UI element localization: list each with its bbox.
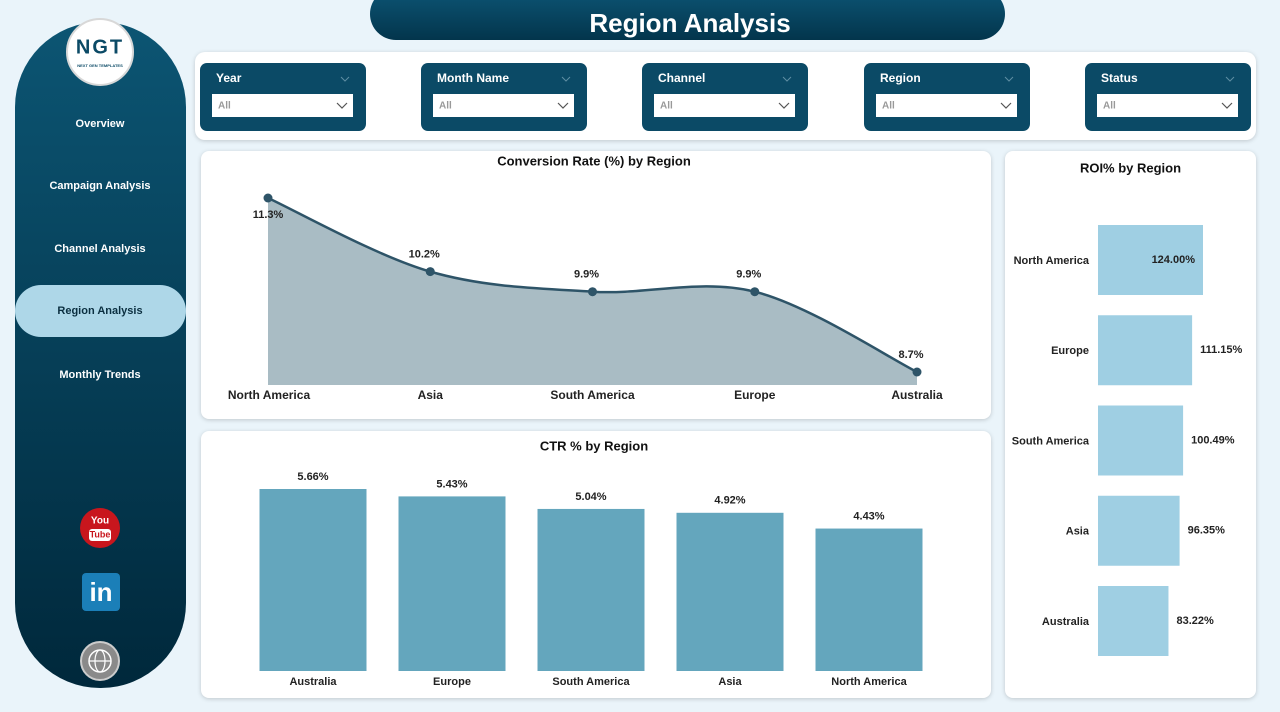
filter-dropdown[interactable] (212, 94, 353, 117)
nav-item[interactable]: Monthly Trends (59, 369, 140, 381)
filter-dropdown[interactable] (654, 94, 795, 117)
data-label: 96.35% (1188, 525, 1226, 537)
x-tick-label: Asia (718, 676, 742, 688)
data-label: 5.04% (575, 491, 606, 503)
nav-item[interactable]: Campaign Analysis (49, 180, 150, 192)
logo-subtitle: NEXT GEN TEMPLATES (77, 63, 123, 68)
filter-caret (1225, 76, 1235, 82)
youtube-text: You (91, 516, 109, 527)
data-label: 4.92% (714, 495, 745, 507)
bar (537, 508, 645, 671)
data-label: 5.66% (297, 471, 328, 483)
data-label: 10.2% (409, 249, 440, 261)
filter-value: All (439, 101, 452, 112)
bar (1098, 586, 1169, 656)
filter-dropdown[interactable] (876, 94, 1017, 117)
x-tick-label: North America (831, 676, 907, 688)
page-title: Region Analysis (589, 8, 790, 38)
data-label: 9.9% (736, 269, 761, 281)
nav: Overview Campaign Analysis Channel Analysi… (15, 118, 186, 381)
data-label: 4.43% (853, 510, 884, 522)
data-label: 8.7% (898, 349, 923, 361)
x-tick-label: Australia (289, 676, 337, 688)
area (268, 198, 917, 385)
filter-caret (561, 76, 571, 82)
point (750, 287, 760, 297)
point (588, 287, 597, 297)
filter-dropdown[interactable] (433, 94, 574, 117)
y-tick-label: Europe (1051, 345, 1089, 357)
x-tick-label: Asia (418, 388, 444, 402)
x-tick-label: South America (550, 388, 635, 402)
y-tick-label: North America (1014, 255, 1090, 267)
header-bar (370, 0, 1005, 40)
data-label: 100.49% (1191, 434, 1235, 446)
filter-value: All (1103, 101, 1116, 112)
x-tick-label: Australia (891, 388, 943, 402)
filter-dropdown[interactable] (1097, 94, 1238, 117)
data-label: 111.15% (1200, 344, 1242, 356)
x-tick-label: Europe (734, 388, 776, 402)
dropdown-caret (1000, 102, 1012, 109)
linkedin-text: in (89, 577, 112, 607)
filters: Year All Month Name All Channel All Region All S… (200, 63, 1251, 131)
bar (259, 489, 367, 671)
youtube-text: Tube (90, 529, 111, 539)
bar (1098, 405, 1184, 476)
filter-label: Region (880, 71, 921, 85)
bar (398, 496, 506, 671)
bar (676, 512, 784, 671)
chart-title: ROI% by Region (1080, 160, 1181, 175)
data-label: 124.00% (1152, 254, 1196, 266)
filter-value: All (882, 101, 895, 112)
dropdown-caret (778, 102, 790, 109)
web-icon[interactable] (80, 641, 120, 681)
y-tick-label: Australia (1042, 616, 1090, 628)
chart-title: Conversion Rate (%) by Region (497, 153, 691, 168)
charts: Conversion Rate (%) by Region 11.3% North … (228, 153, 1243, 687)
filter-value: All (218, 101, 231, 112)
y-tick-label: South America (1012, 435, 1090, 447)
filter-label: Status (1101, 71, 1138, 85)
dropdown-caret (557, 102, 569, 109)
youtube-tube-box (89, 529, 111, 541)
dropdown-caret (336, 102, 348, 109)
bar (1098, 225, 1203, 295)
chart-title: CTR % by Region (540, 438, 648, 453)
youtube-icon[interactable] (80, 508, 120, 548)
point (912, 367, 922, 377)
y-tick-label: Asia (1066, 526, 1090, 538)
filter-value: All (660, 101, 673, 112)
bar (1098, 495, 1180, 566)
point (263, 193, 273, 203)
point (425, 267, 435, 277)
data-label: 83.22% (1176, 615, 1214, 627)
linkedin-icon[interactable] (82, 573, 120, 611)
x-tick-label: South America (552, 676, 630, 688)
nav-item[interactable]: Overview (76, 118, 125, 130)
x-tick-label: North America (228, 388, 311, 402)
filter-caret (340, 76, 350, 82)
filter-label: Month Name (437, 71, 509, 85)
filter-label: Year (216, 71, 242, 85)
logo (66, 18, 134, 86)
bar (815, 528, 923, 671)
data-label: 11.3% (253, 209, 284, 221)
data-label: 5.43% (436, 478, 467, 490)
dropdown-caret (1221, 102, 1233, 109)
data-label: 9.9% (574, 269, 599, 281)
sidebar (15, 22, 186, 688)
nav-active[interactable] (15, 285, 186, 337)
x-tick-label: Europe (433, 676, 471, 688)
filter-caret (782, 76, 792, 82)
filter-label: Channel (658, 71, 705, 85)
nav-item[interactable]: Channel Analysis (54, 243, 145, 255)
nav-item[interactable]: Region Analysis (57, 305, 142, 317)
logo-title: NGT (76, 36, 124, 58)
filter-caret (1004, 76, 1014, 82)
bar (1098, 315, 1193, 386)
